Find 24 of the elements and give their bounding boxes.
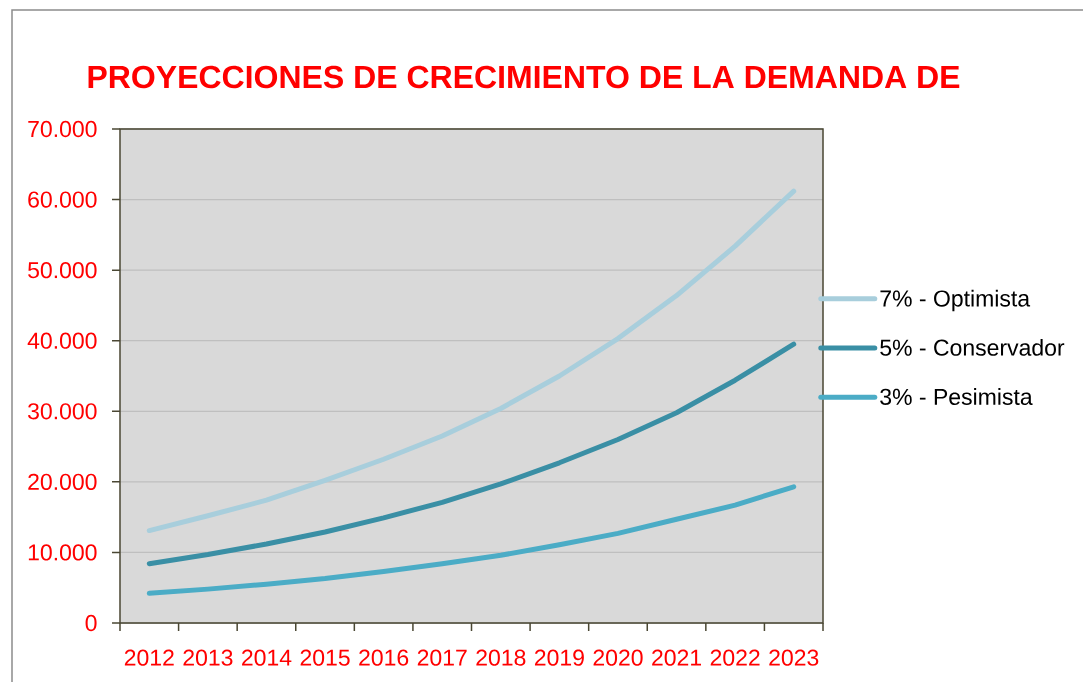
chart-title: PROYECCIONES DE CRECIMIENTO DE LA DEMANDA DE xyxy=(88,65,960,89)
x-tick-label: 2018 xyxy=(476,649,526,666)
x-tick-label: 2019 xyxy=(534,649,584,666)
y-tick-label: 40.000 xyxy=(27,332,97,349)
legend-label: 5% - Conservador xyxy=(880,338,1065,356)
y-tick-label: 50.000 xyxy=(28,262,97,279)
legend-label: 7% - Optimista xyxy=(880,289,1031,312)
x-tick-label: 2015 xyxy=(300,649,350,666)
x-tick-label: 2017 xyxy=(417,649,467,666)
x-tick-label: 2020 xyxy=(593,649,643,666)
y-tick-label: 0 xyxy=(85,614,97,632)
x-tick-label: 2021 xyxy=(652,649,701,666)
y-tick-label: 70.000 xyxy=(28,120,97,138)
legend-label: 3% - Pesimista xyxy=(880,388,1033,405)
y-tick-label: 10.000 xyxy=(28,544,97,561)
y-tick-label: 30.000 xyxy=(28,403,97,420)
x-tick-label: 2016 xyxy=(359,649,409,666)
x-tick-label: 2023 xyxy=(769,649,819,666)
x-tick-label: 2012 xyxy=(124,649,174,666)
x-tick-label: 2014 xyxy=(242,649,292,666)
y-tick-label: 60.000 xyxy=(28,191,97,208)
y-tick-label: 20.000 xyxy=(28,473,97,490)
x-tick-label: 2013 xyxy=(183,649,233,666)
x-tick-label: 2022 xyxy=(710,649,760,666)
